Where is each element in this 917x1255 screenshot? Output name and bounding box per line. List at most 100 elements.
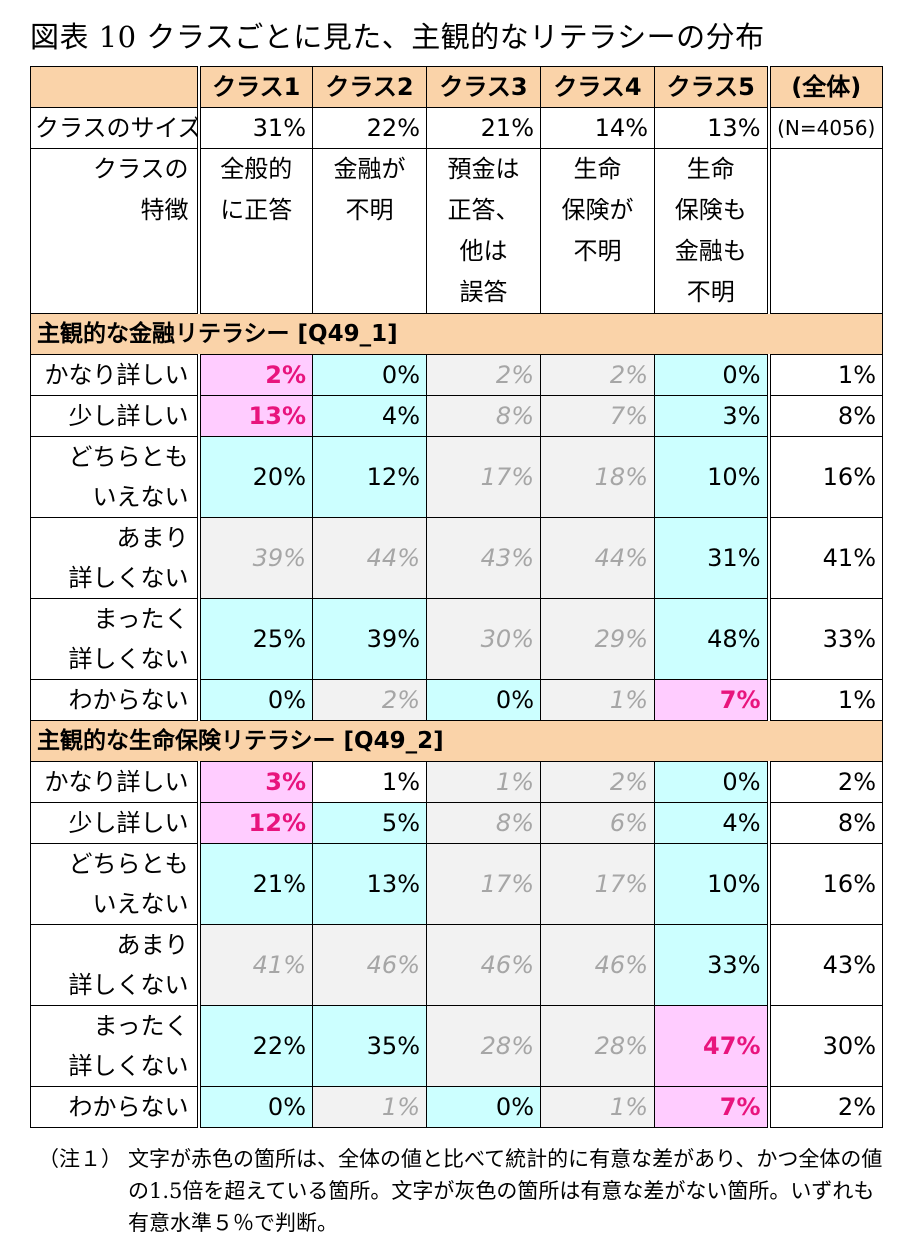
value-cell: 29%: [540, 598, 655, 680]
sample-size: (N=4056): [766, 107, 883, 149]
class-feature-row: クラスの 特徴 全般的 に正答 金融が 不明 預金は 正答、 他は 誤答 生命 保険が 不明 …: [30, 148, 883, 314]
class-feature-line: 保険が: [561, 196, 634, 224]
total-cell: 2%: [766, 761, 883, 803]
total-cell: 16%: [766, 436, 883, 518]
section-title: 主観的な生命保険リテラシー [Q49_2]: [30, 720, 883, 762]
table-row: あまり 詳しくない 41% 46% 46% 46% 33% 43%: [30, 924, 883, 1006]
value-cell: 43%: [426, 517, 541, 599]
value-cell: 17%: [426, 843, 541, 925]
value-cell: 20%: [198, 436, 313, 518]
row-label: あまり詳しくない: [30, 517, 201, 599]
value-cell: 0%: [426, 679, 541, 721]
class-feature-total-blank: [766, 148, 883, 314]
value-cell: 6%: [540, 802, 655, 844]
class-feature-line: 金融が: [333, 155, 406, 183]
row-label: どちらともいえない: [30, 843, 201, 925]
row-label: かなり詳しい: [30, 761, 201, 803]
value-cell: 35%: [312, 1005, 427, 1087]
value-cell: 41%: [198, 924, 313, 1006]
row-label-line: まったく: [93, 605, 189, 633]
class-feature-line: 金融も: [674, 237, 747, 265]
table-row: かなり詳しい 2% 0% 2% 2% 0% 1%: [30, 354, 883, 396]
value-cell: 13%: [312, 843, 427, 925]
value-cell: 3%: [198, 761, 313, 803]
value-cell: 1%: [540, 679, 655, 721]
row-label: かなり詳しい: [30, 354, 201, 396]
row-label-line: 詳しくない: [68, 564, 189, 592]
class-feature-label-line: 特徴: [140, 196, 189, 224]
class-feature-4: 生命 保険が 不明: [540, 148, 655, 314]
class-feature-label-line: クラスの: [92, 155, 189, 183]
class-feature-line: 全般的: [220, 155, 293, 183]
row-label: まったく 詳しくない: [30, 1005, 201, 1087]
header-class-3: クラス3: [426, 66, 541, 108]
class-size-value: 13%: [654, 107, 769, 149]
value-cell: 1%: [312, 761, 427, 803]
table-row: まったく 詳しくない 25% 39% 30% 29% 48% 33%: [30, 598, 883, 680]
value-cell: 10%: [654, 436, 769, 518]
class-size-value: 14%: [540, 107, 655, 149]
value-cell: 46%: [426, 924, 541, 1006]
row-label-line: いえない: [92, 890, 189, 918]
row-label: あまり 詳しくない: [30, 924, 201, 1006]
value-cell: 17%: [426, 436, 541, 518]
table-row: まったく 詳しくない 22% 35% 28% 28% 47% 30%: [30, 1005, 883, 1087]
footnote-tag: （注１）: [38, 1147, 122, 1171]
row-label-line: どちらとも: [68, 443, 189, 471]
class-size-row: クラスのサイズ 31% 22% 21% 14% 13% (N=4056): [30, 107, 883, 149]
value-cell: 0%: [198, 679, 313, 721]
row-label: 少し詳しい: [30, 395, 201, 437]
value-cell: 39%: [198, 517, 313, 599]
row-label-line: かなり詳しい: [44, 361, 189, 389]
row-label-line: どちらとも: [68, 850, 189, 878]
value-cell: 18%: [540, 436, 655, 518]
class-size-value: 22%: [312, 107, 427, 149]
row-label-line: 少し詳しい: [68, 809, 189, 837]
row-label-line: あまり: [116, 524, 189, 552]
header-class-5: クラス5: [654, 66, 769, 108]
value-cell: 25%: [198, 598, 313, 680]
header-class-4: クラス4: [540, 66, 655, 108]
row-label: 少し詳しい: [30, 802, 201, 844]
value-cell: 12%: [312, 436, 427, 518]
value-cell: 46%: [540, 924, 655, 1006]
value-cell: 44%: [312, 517, 427, 599]
class-size-value: 31%: [198, 107, 313, 149]
footnote-text: 文字が赤色の箇所は、全体の値と比べて統計的に有意な差があり、かつ全体の値の1.5…: [128, 1147, 883, 1235]
class-feature-2: 金融が 不明: [312, 148, 427, 314]
value-cell: 2%: [540, 761, 655, 803]
header-corner: [30, 66, 201, 108]
row-label-line: 詳しくない: [68, 971, 189, 999]
value-cell: 2%: [312, 679, 427, 721]
total-cell: 30%: [766, 1005, 883, 1087]
row-label: まったく 詳しくない: [30, 598, 201, 680]
value-cell: 7%: [654, 679, 769, 721]
class-size-value: 21%: [426, 107, 541, 149]
value-cell: 47%: [654, 1005, 769, 1087]
header-class-1: クラス1: [198, 66, 313, 108]
value-cell: 39%: [312, 598, 427, 680]
class-feature-line: 正答、: [447, 196, 520, 224]
section-header-row: 主観的な生命保険リテラシー [Q49_2]: [30, 720, 883, 762]
table-row: どちらともいえない 20% 12% 17% 18% 10% 16%: [30, 436, 883, 518]
value-cell: 0%: [198, 1086, 313, 1128]
class-feature-line: 保険も: [674, 196, 747, 224]
row-label-line: かなり詳しい: [44, 768, 189, 796]
header-total: (全体): [766, 66, 883, 108]
value-cell: 31%: [654, 517, 769, 599]
value-cell: 7%: [540, 395, 655, 437]
class-size-label: クラスのサイズ: [30, 107, 201, 149]
value-cell: 44%: [540, 517, 655, 599]
value-cell: 2%: [540, 354, 655, 396]
value-cell: 48%: [654, 598, 769, 680]
class-feature-line: に正答: [220, 196, 293, 224]
table-row: あまり 詳しくない 39% 44% 43% 44% 31% 41%: [30, 517, 883, 599]
value-cell: 8%: [426, 802, 541, 844]
row-label-line: いえない: [92, 483, 189, 511]
row-label-line: 詳しくない: [68, 1052, 189, 1080]
total-cell: 1%: [766, 679, 883, 721]
table-row: かなり詳しい 3% 1% 1% 2% 0% 2%: [30, 761, 883, 803]
section-title: 主観的な金融リテラシー [Q49_1]: [30, 313, 883, 355]
table-row: わからない 0% 2% 0% 1% 7% 1%: [30, 679, 883, 721]
value-cell: 33%: [654, 924, 769, 1006]
